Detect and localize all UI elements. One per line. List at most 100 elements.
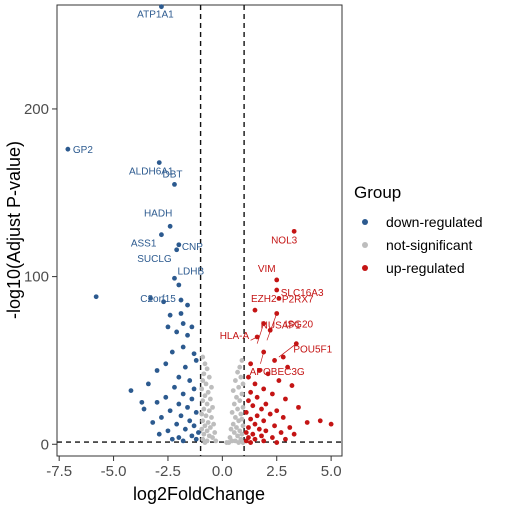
data-point-up-regulated-4	[252, 307, 258, 313]
data-point-not-significant-42	[230, 388, 236, 394]
data-point-up-regulated-0	[291, 228, 297, 234]
data-point-not-significant-11	[207, 396, 213, 402]
data-point-up-regulated-43	[246, 425, 251, 430]
gene-label-13: P2RX7	[282, 294, 314, 305]
data-point-not-significant-4	[206, 374, 212, 380]
data-point-not-significant-53	[236, 418, 242, 424]
data-point-not-significant-26	[204, 428, 210, 434]
gene-label-18: POU5F1	[293, 345, 332, 356]
data-point-down-regulated-28	[193, 358, 199, 363]
data-point-down-regulated-42	[167, 408, 173, 414]
legend-label-2: up-regulated	[386, 260, 465, 276]
data-point-down-regulated-14	[185, 302, 190, 308]
data-point-not-significant-14	[210, 404, 215, 410]
data-point-not-significant-56	[234, 425, 239, 430]
data-point-down-regulated-23	[169, 349, 175, 355]
data-points	[65, 4, 334, 445]
data-point-down-regulated-49	[191, 423, 197, 429]
data-point-down-regulated-18	[165, 324, 171, 330]
data-point-down-regulated-48	[174, 421, 180, 427]
data-point-not-significant-30	[210, 435, 215, 440]
data-point-up-regulated-30	[259, 406, 264, 412]
data-point-down-regulated-27	[154, 368, 160, 373]
data-point-not-significant-55	[240, 423, 246, 429]
data-point-not-significant-21	[205, 420, 211, 425]
data-point-down-regulated-4	[167, 223, 173, 229]
data-point-down-regulated-2	[156, 160, 162, 165]
data-point-up-regulated-59	[248, 440, 254, 445]
data-point-not-significant-19	[209, 415, 214, 420]
data-point-down-regulated-52	[196, 430, 201, 435]
data-point-not-significant-2	[204, 366, 210, 372]
data-point-up-regulated-35	[280, 415, 286, 420]
data-point-not-significant-28	[201, 431, 207, 437]
data-point-up-regulated-41	[252, 421, 258, 427]
data-point-not-significant-46	[231, 401, 237, 407]
gene-label-7: SUCLG	[137, 254, 172, 265]
data-point-up-regulated-17	[246, 374, 251, 380]
gene-label-17: HLA-A	[220, 331, 250, 342]
data-point-not-significant-57	[228, 426, 234, 432]
data-point-down-regulated-9	[93, 294, 99, 300]
data-point-down-regulated-34	[128, 388, 134, 394]
legend-label-1: not-significant	[386, 237, 472, 253]
data-point-down-regulated-35	[180, 391, 186, 397]
gene-label-5: ASS1	[131, 239, 157, 250]
data-point-not-significant-37	[235, 369, 240, 375]
data-point-up-regulated-44	[287, 425, 293, 430]
data-point-not-significant-23	[202, 423, 208, 429]
data-point-down-regulated-50	[182, 426, 188, 432]
data-point-up-regulated-2	[274, 287, 280, 293]
data-point-up-regulated-50	[291, 431, 297, 437]
data-point-up-regulated-3	[276, 296, 282, 301]
legend-label-0: down-regulated	[386, 214, 483, 230]
data-point-not-significant-38	[238, 374, 244, 380]
data-point-down-regulated-47	[150, 420, 156, 425]
data-point-down-regulated-21	[189, 324, 195, 330]
data-point-down-regulated-20	[185, 332, 190, 338]
data-point-up-regulated-58	[274, 440, 280, 445]
x-tick-label-1: -5.0	[101, 463, 127, 480]
data-point-down-regulated-41	[141, 406, 147, 412]
gene-label-14: EZH2	[251, 294, 277, 305]
legend: Group down-regulated not-significant up-re…	[354, 183, 483, 276]
legend-key-2	[362, 265, 368, 271]
gene-label-19: APOBEC3G	[250, 367, 305, 378]
data-point-not-significant-20	[200, 418, 206, 424]
data-point-up-regulated-48	[278, 430, 284, 435]
data-point-down-regulated-31	[145, 381, 151, 387]
data-point-not-significant-9	[205, 389, 211, 395]
x-tick-label-0: -7.5	[46, 463, 72, 480]
data-point-up-regulated-40	[304, 420, 310, 425]
data-point-down-regulated-57	[180, 438, 186, 444]
data-point-up-regulated-11	[280, 354, 286, 360]
data-point-down-regulated-30	[187, 378, 193, 383]
data-point-up-regulated-45	[256, 426, 262, 432]
data-point-up-regulated-13	[248, 361, 254, 367]
data-point-not-significant-47	[240, 404, 246, 410]
gene-label-8: LDHB	[177, 266, 204, 277]
leader-line-15	[266, 313, 278, 341]
gene-label-4: HADH	[144, 208, 172, 219]
data-point-down-regulated-45	[159, 415, 164, 420]
data-point-not-significant-5	[200, 378, 206, 383]
data-point-up-regulated-38	[317, 418, 323, 424]
data-point-down-regulated-3	[172, 181, 177, 187]
y-axis: 0 100 200	[24, 101, 57, 453]
data-point-down-regulated-15	[178, 311, 184, 316]
data-point-up-regulated-14	[285, 364, 291, 370]
x-axis: -7.5 -5.0 -2.5 0.0 2.5 5.0	[46, 456, 342, 480]
data-point-up-regulated-15	[256, 368, 262, 373]
gene-label-16: NUSAP1	[261, 321, 301, 332]
legend-key-0	[362, 219, 368, 225]
data-point-up-regulated-12	[272, 358, 277, 363]
data-point-not-significant-51	[232, 415, 238, 420]
data-point-down-regulated-37	[189, 396, 195, 402]
gene-label-1: GP2	[73, 145, 93, 156]
data-point-not-significant-48	[235, 406, 240, 412]
data-point-up-regulated-20	[289, 383, 295, 388]
data-point-not-significant-43	[239, 391, 245, 397]
data-point-not-significant-18	[203, 413, 209, 419]
data-point-not-significant-35	[239, 358, 245, 363]
data-point-down-regulated-13	[161, 299, 167, 305]
